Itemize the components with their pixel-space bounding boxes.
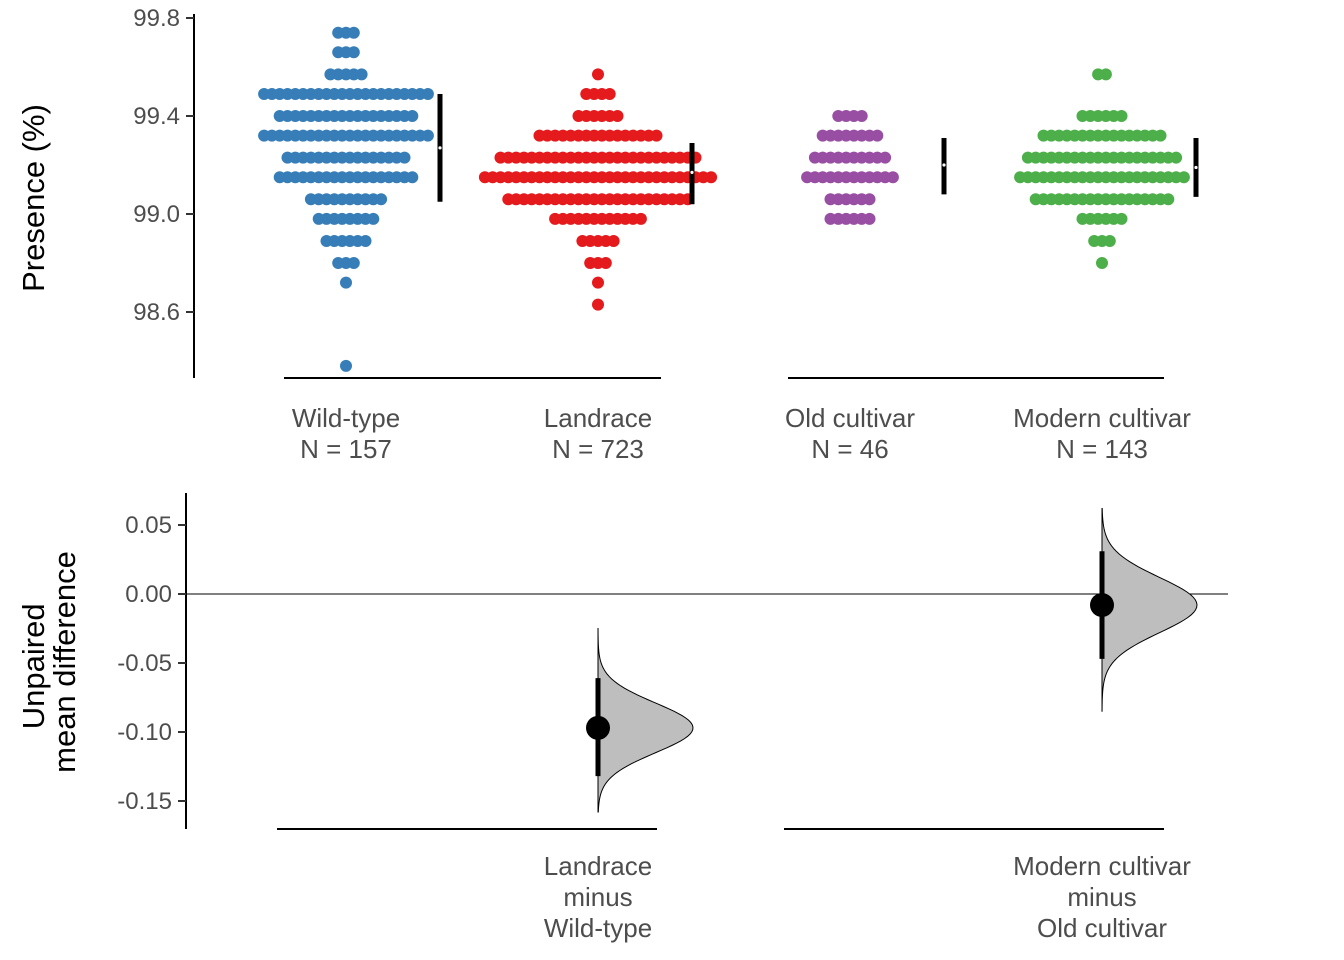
comparison-label-line-2: minus (1067, 882, 1136, 912)
data-point (871, 129, 884, 142)
bootstrap-distribution (1101, 507, 1198, 712)
group-n-label: N = 46 (811, 434, 888, 464)
effect-size-panel: 0.050.00-0.05-0.10-0.15 LandraceminusWil… (16, 493, 1228, 943)
group-n-label: N = 723 (552, 434, 644, 464)
group-n-label: N = 143 (1056, 434, 1148, 464)
data-point (406, 110, 419, 122)
bottom-y-tick-label: -0.15 (117, 788, 172, 815)
group-name-label: Modern cultivar (1013, 403, 1191, 433)
data-point (599, 257, 612, 269)
data-point (634, 212, 647, 225)
data-point (1177, 171, 1190, 184)
data-point (340, 359, 352, 372)
swarm-group-wild-type (258, 26, 434, 372)
data-point (1170, 151, 1183, 164)
data-point (347, 26, 360, 39)
group-name-label: Old cultivar (785, 403, 915, 433)
comparison-label-line-2: minus (563, 882, 632, 912)
data-point (421, 87, 434, 100)
data-point (592, 298, 604, 311)
bottom-y-axis-title-line-1: Unpaired (16, 603, 51, 729)
top-y-tick-label: 99.0 (133, 201, 180, 228)
bottom-y-tick-label: -0.05 (117, 650, 172, 677)
data-point (1115, 110, 1128, 122)
data-point (650, 129, 663, 142)
swarm-group-landrace (478, 68, 718, 311)
comparison-label-line-3: Wild-type (544, 913, 652, 943)
bootstrap-distribution (597, 628, 694, 813)
bottom-y-ticks: 0.05 0.00 -0.05 -0.10 -0.15 (117, 512, 186, 815)
group-name-label: Landrace (544, 403, 652, 433)
data-point (886, 171, 899, 184)
top-y-ticks: 99.8 99.4 99.0 98.6 (133, 5, 194, 326)
data-point (863, 212, 876, 225)
data-point (603, 87, 616, 100)
data-point (1115, 212, 1128, 225)
data-point (359, 234, 372, 247)
comparison-label-line-1: Landrace (544, 851, 652, 881)
data-point (1096, 257, 1108, 269)
swarm-layer (258, 26, 1190, 372)
top-y-tick-label: 98.6 (133, 299, 180, 326)
bottom-y-tick-label: 0.05 (125, 512, 172, 539)
swarm-group-old-cultivar (801, 110, 899, 225)
mean-marker (690, 170, 694, 174)
top-y-tick-label: 99.4 (133, 103, 180, 130)
data-point (355, 68, 368, 81)
group-n-label: N = 157 (300, 434, 392, 464)
top-y-axis-title: Presence (%) (16, 104, 51, 292)
data-point (855, 110, 868, 122)
data-point (592, 68, 604, 81)
data-point (863, 193, 876, 206)
data-point (1154, 129, 1167, 142)
data-point (1099, 68, 1112, 81)
effect-size-estimate (1090, 593, 1114, 618)
data-point (340, 276, 352, 289)
group-name-label: Wild-type (292, 403, 400, 433)
data-point (398, 151, 411, 164)
data-point (375, 193, 388, 206)
data-point (347, 46, 360, 59)
comparison-label-line-3: Old cultivar (1037, 913, 1167, 943)
data-point (879, 151, 892, 164)
bottom-y-axis-title-line-2: mean difference (47, 551, 82, 773)
mean-marker (1194, 165, 1198, 170)
bottom-y-axis-title: Unpaired mean difference (16, 551, 82, 773)
data-point (1103, 234, 1116, 247)
data-point (406, 171, 419, 184)
data-point (592, 276, 604, 289)
swarm-group-modern-cultivar (1014, 68, 1190, 269)
bottom-y-tick-label: -0.10 (117, 719, 172, 746)
bootstrap-distributions (586, 507, 1198, 813)
bottom-y-tick-label: 0.00 (125, 581, 172, 608)
top-y-tick-label: 99.8 (133, 5, 180, 32)
data-point (347, 257, 360, 269)
data-point (607, 234, 620, 247)
data-point (1162, 193, 1175, 206)
data-point (367, 212, 380, 225)
data-point (705, 171, 718, 184)
data-point (611, 110, 624, 122)
mean-marker (438, 146, 442, 150)
sd-bars-layer (437, 93, 1199, 205)
effect-size-estimate (586, 715, 610, 740)
comparison-label-line-1: Modern cultivar (1013, 851, 1191, 881)
mean-marker (942, 163, 946, 167)
data-point (421, 129, 434, 142)
